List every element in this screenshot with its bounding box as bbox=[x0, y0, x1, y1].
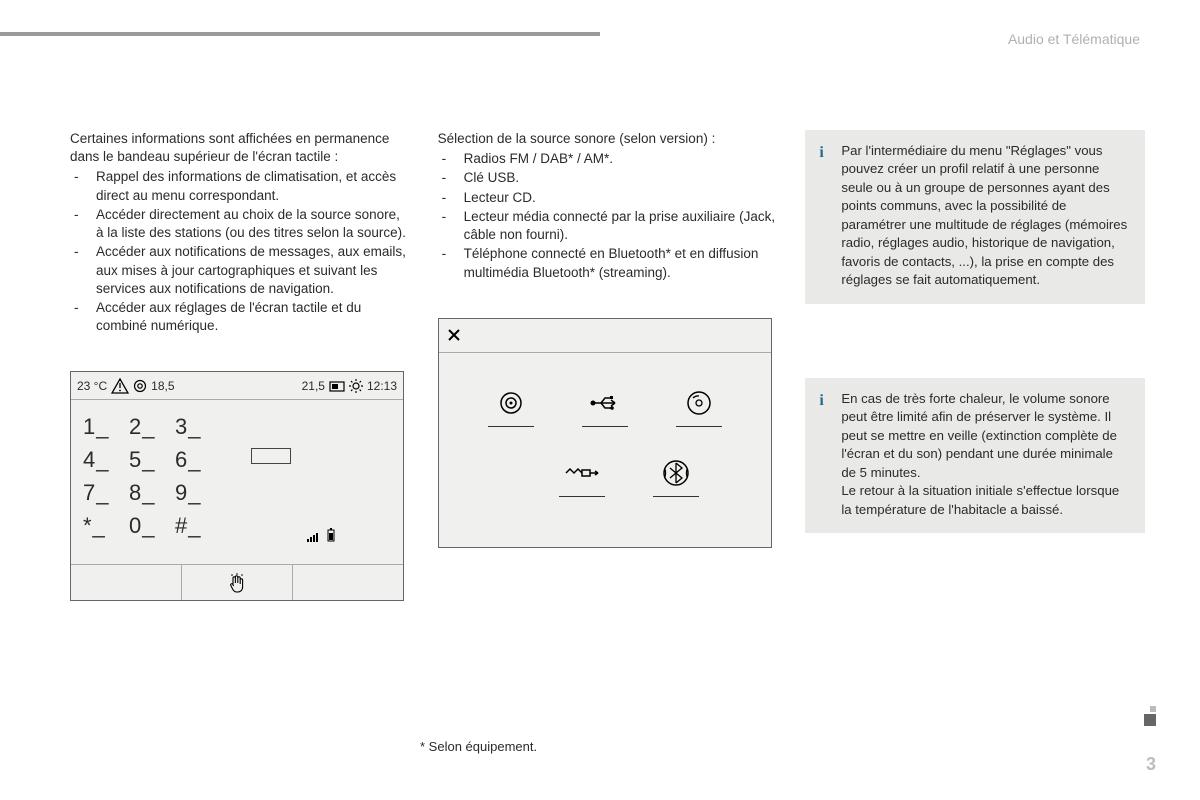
radio-icon[interactable] bbox=[488, 381, 534, 427]
status-bar: 23 °C 18,5 21,5 12:13 bbox=[71, 372, 403, 400]
col2-item: Radios FM / DAB* / AM*. bbox=[464, 150, 778, 168]
bottom-seg-1[interactable] bbox=[71, 565, 182, 600]
bullet-dash: - bbox=[70, 168, 96, 204]
bullet-dash: - bbox=[438, 169, 464, 187]
col1-item: Accéder aux réglages de l'écran tactile … bbox=[96, 299, 410, 335]
col2-item: Lecteur CD. bbox=[464, 189, 778, 207]
card-icon bbox=[329, 380, 345, 392]
col1-list: -Rappel des informations de climatisatio… bbox=[70, 168, 410, 335]
touchscreen-sources bbox=[438, 318, 772, 548]
info-box-profiles: i Par l'intermédiaire du menu "Réglages"… bbox=[805, 130, 1145, 304]
col2-item: Clé USB. bbox=[464, 169, 778, 187]
column-3: i Par l'intermédiaire du menu "Réglages"… bbox=[805, 130, 1145, 601]
bluetooth-icon[interactable] bbox=[653, 451, 699, 497]
col1-intro: Certaines informations sont affichées en… bbox=[70, 130, 410, 166]
footnote: * Selon équipement. bbox=[420, 738, 537, 756]
page-content: Certaines informations sont affichées en… bbox=[70, 130, 1145, 601]
gear-icon bbox=[349, 379, 363, 393]
bullet-dash: - bbox=[438, 208, 464, 244]
page-marker bbox=[1144, 714, 1156, 726]
col1-item: Accéder aux notifications de messages, a… bbox=[96, 243, 410, 298]
col2-list: -Radios FM / DAB* / AM*. -Clé USB. -Lect… bbox=[438, 150, 778, 282]
top-accent-bar bbox=[0, 32, 600, 36]
section-header: Audio et Télématique bbox=[1008, 30, 1140, 49]
touchscreen-keypad: 23 °C 18,5 21,5 12:13 bbox=[70, 371, 404, 601]
column-1: Certaines informations sont affichées en… bbox=[70, 130, 410, 601]
bullet-dash: - bbox=[70, 243, 96, 298]
input-box[interactable] bbox=[251, 448, 291, 464]
col1-item: Accéder directement au choix de la sourc… bbox=[96, 206, 410, 242]
time-value: 12:13 bbox=[367, 378, 397, 394]
bottom-seg-hand-icon[interactable] bbox=[182, 565, 293, 600]
warning-icon bbox=[111, 378, 129, 394]
target-icon bbox=[133, 379, 147, 393]
col2-item: Lecteur média connecté par la prise auxi… bbox=[464, 208, 778, 244]
keypad[interactable]: 1_2_3_ 4_5_6_ 7_8_9_ *_0_#_ bbox=[83, 410, 221, 542]
info-box-text: En cas de très forte chaleur, le volume … bbox=[841, 391, 1119, 517]
jack-icon[interactable] bbox=[559, 451, 605, 497]
bullet-dash: - bbox=[70, 206, 96, 242]
info-box-heat: i En cas de très forte chaleur, le volum… bbox=[805, 378, 1145, 533]
usb-icon[interactable] bbox=[582, 381, 628, 427]
bullet-dash: - bbox=[438, 150, 464, 168]
column-2: Sélection de la source sonore (selon ver… bbox=[438, 130, 778, 601]
bullet-dash: - bbox=[438, 245, 464, 281]
val1: 18,5 bbox=[151, 378, 174, 394]
col2-intro: Sélection de la source sonore (selon ver… bbox=[438, 130, 778, 148]
info-icon: i bbox=[819, 142, 823, 164]
bullet-dash: - bbox=[70, 299, 96, 335]
bottom-seg-3[interactable] bbox=[293, 565, 403, 600]
page-number: 3 bbox=[1146, 752, 1156, 776]
info-icon: i bbox=[819, 390, 823, 412]
col2-item: Téléphone connecté en Bluetooth* et en d… bbox=[464, 245, 778, 281]
info-box-text: Par l'intermédiaire du menu "Réglages" v… bbox=[841, 143, 1127, 287]
bullet-dash: - bbox=[438, 189, 464, 207]
battery-icon bbox=[327, 528, 335, 542]
signal-icon bbox=[307, 530, 321, 542]
cd-icon[interactable] bbox=[676, 381, 722, 427]
val2: 21,5 bbox=[302, 378, 325, 394]
col1-item: Rappel des informations de climatisation… bbox=[96, 168, 410, 204]
close-icon[interactable] bbox=[447, 328, 461, 342]
temp-value: 23 °C bbox=[77, 378, 107, 394]
